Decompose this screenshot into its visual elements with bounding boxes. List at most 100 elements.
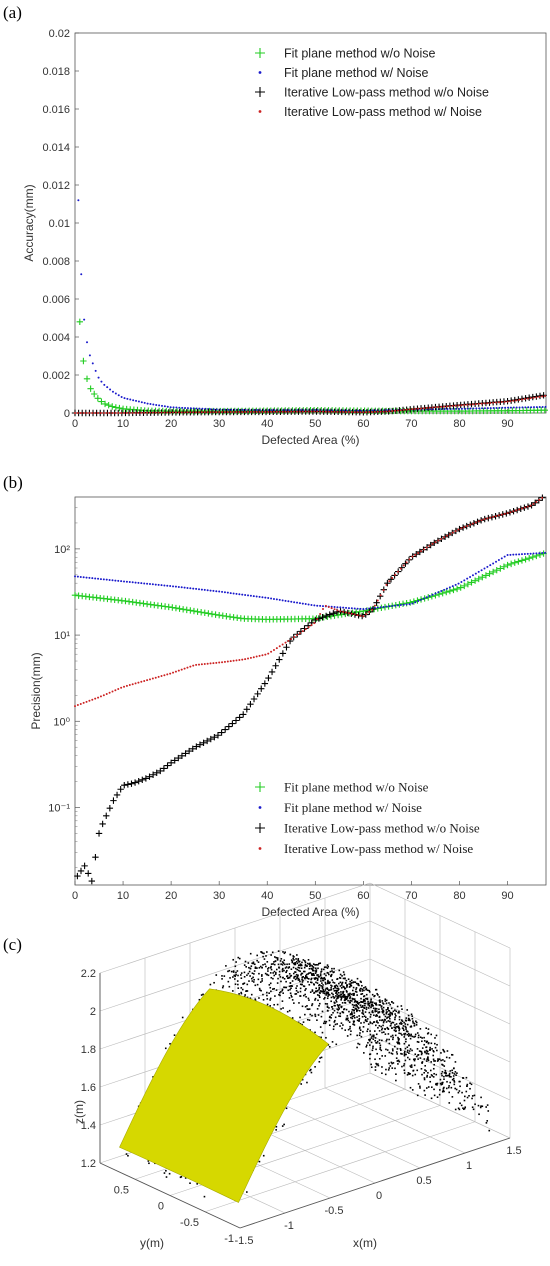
data-point (76, 318, 84, 325)
data-point (152, 403, 155, 406)
cloud-point (333, 1004, 336, 1007)
data-point (232, 592, 235, 595)
cloud-point (391, 1048, 394, 1050)
cloud-point (295, 987, 297, 990)
cloud-point (258, 966, 261, 969)
data-point (492, 562, 495, 565)
data-point (506, 512, 509, 515)
data-point (506, 400, 509, 403)
data-point (425, 406, 428, 409)
data-point (278, 410, 281, 413)
data-point (482, 572, 490, 579)
cloud-point (374, 1037, 377, 1039)
data-point (506, 553, 509, 556)
y-tick-label: 0.006 (42, 294, 70, 306)
cloud-point (332, 995, 334, 998)
cloud-point (314, 1066, 316, 1068)
cloud-point (276, 1003, 279, 1006)
cloud-point (311, 974, 313, 977)
cloud-point (352, 994, 355, 997)
data-point (477, 402, 480, 405)
data-point (385, 583, 388, 586)
cloud-point (408, 1050, 411, 1052)
cloud-point (394, 1009, 396, 1011)
cloud-point (425, 1046, 427, 1049)
cloud-point (342, 996, 345, 998)
cloud-point (365, 1008, 368, 1011)
cloud-point (371, 1010, 374, 1012)
cloud-point (311, 981, 313, 984)
data-point (182, 750, 189, 757)
cloud-point (259, 981, 262, 983)
cloud-point (398, 1010, 400, 1013)
cloud-point (351, 1003, 354, 1006)
cloud-point (367, 1004, 369, 1006)
cloud-point (348, 1010, 350, 1013)
cloud-point (304, 961, 307, 964)
data-point (434, 406, 437, 409)
cloud-point (423, 1036, 425, 1039)
data-point (287, 639, 290, 642)
cloud-point (394, 1024, 396, 1026)
cloud-point (381, 1010, 384, 1013)
data-point (432, 408, 435, 411)
cloud-point (379, 1004, 381, 1006)
data-point (405, 603, 408, 606)
data-point (85, 700, 88, 703)
data-point (91, 577, 94, 580)
data-point (267, 410, 270, 413)
cloud-point (300, 974, 302, 976)
cloud-point (288, 976, 291, 979)
cloud-point (326, 982, 329, 985)
series-0 (76, 318, 548, 415)
data-point (155, 403, 158, 406)
cloud-point (456, 1072, 458, 1074)
cloud-point (338, 1008, 340, 1010)
cloud-point (385, 1040, 388, 1042)
cloud-point (341, 984, 343, 986)
cloud-point (247, 972, 250, 975)
cloud-point (293, 977, 295, 979)
data-point (108, 412, 111, 414)
cloud-point (281, 968, 284, 971)
cloud-point (342, 994, 345, 997)
cloud-point (381, 1008, 383, 1010)
data-point (114, 392, 117, 395)
data-point (255, 410, 258, 413)
data-point (535, 500, 538, 503)
data-point (120, 686, 123, 689)
cloud-point (390, 1007, 393, 1010)
cloud-point (327, 1044, 330, 1046)
cloud-point (314, 964, 316, 966)
cloud-point (306, 962, 309, 965)
data-point (183, 606, 190, 614)
cloud-point (251, 962, 253, 965)
cloud-point (260, 975, 263, 977)
cloud-point (309, 962, 311, 965)
data-point (408, 603, 411, 606)
data-point (492, 515, 495, 518)
data-point (326, 611, 333, 618)
data-point (296, 601, 299, 604)
cloud-point (382, 1024, 384, 1027)
cloud-point (401, 1053, 403, 1055)
cloud-point (358, 1015, 360, 1017)
cloud-point (414, 1053, 417, 1056)
data-point (520, 553, 523, 556)
cloud-point (363, 989, 365, 992)
cloud-point (297, 969, 300, 972)
cloud-point (344, 995, 347, 998)
cloud-point (394, 1026, 397, 1029)
cloud-point (334, 989, 337, 992)
cloud-point (436, 1049, 438, 1052)
cloud-point (306, 1081, 308, 1084)
cloud-point (312, 969, 315, 972)
x-tick-label: 80 (453, 418, 465, 430)
legend-marker (258, 806, 262, 809)
data-point (408, 408, 411, 411)
cloud-point (295, 993, 298, 995)
cloud-point (288, 963, 291, 965)
data-point (437, 406, 440, 409)
cloud-point (285, 980, 287, 983)
cloud-point (287, 967, 290, 969)
